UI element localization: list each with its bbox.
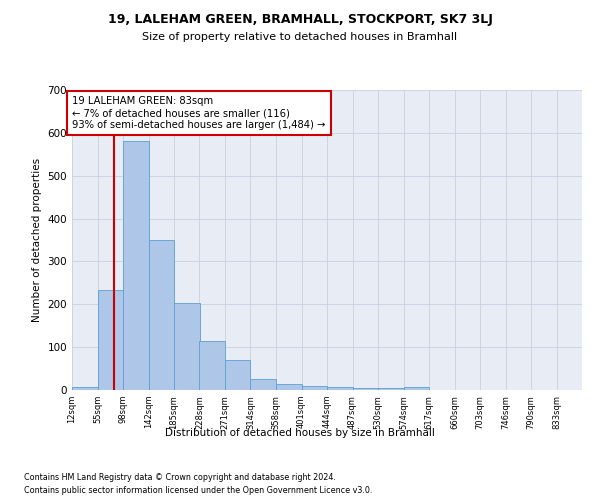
Text: 19, LALEHAM GREEN, BRAMHALL, STOCKPORT, SK7 3LJ: 19, LALEHAM GREEN, BRAMHALL, STOCKPORT, …: [107, 12, 493, 26]
Bar: [251, 380, 276, 390]
Bar: [302, 386, 327, 390]
Text: Distribution of detached houses by size in Bramhall: Distribution of detached houses by size …: [165, 428, 435, 438]
Bar: [353, 388, 378, 390]
Bar: [404, 386, 429, 390]
Bar: [199, 340, 225, 390]
Y-axis label: Number of detached properties: Number of detached properties: [32, 158, 42, 322]
Bar: [378, 388, 404, 390]
Bar: [123, 142, 149, 390]
Text: Contains public sector information licensed under the Open Government Licence v3: Contains public sector information licen…: [24, 486, 373, 495]
Bar: [327, 386, 353, 390]
Bar: [72, 386, 97, 390]
Text: Contains HM Land Registry data © Crown copyright and database right 2024.: Contains HM Land Registry data © Crown c…: [24, 472, 336, 482]
Text: Size of property relative to detached houses in Bramhall: Size of property relative to detached ho…: [142, 32, 458, 42]
Bar: [276, 384, 302, 390]
Text: 19 LALEHAM GREEN: 83sqm
← 7% of detached houses are smaller (116)
93% of semi-de: 19 LALEHAM GREEN: 83sqm ← 7% of detached…: [72, 96, 326, 130]
Bar: [149, 240, 174, 390]
Bar: [97, 290, 123, 390]
Bar: [174, 304, 199, 390]
Bar: [225, 360, 251, 390]
